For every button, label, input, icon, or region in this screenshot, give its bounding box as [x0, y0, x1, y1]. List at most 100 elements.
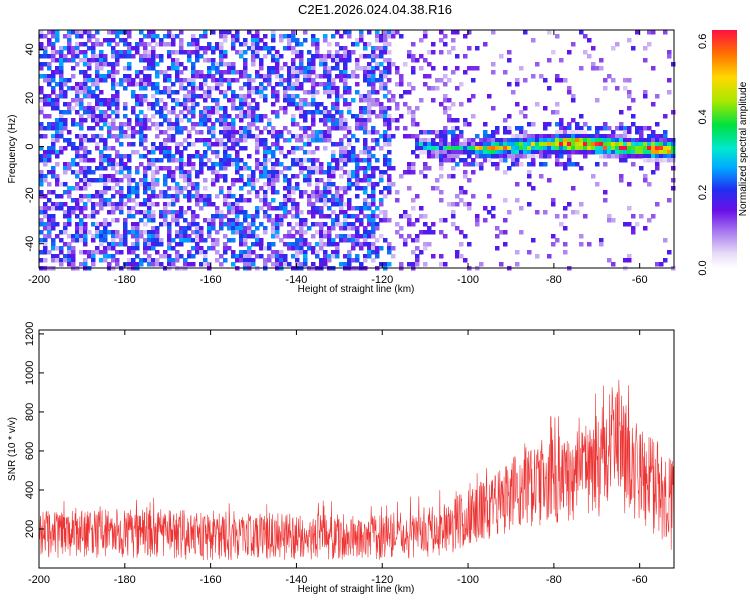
spectrogram-cell	[351, 114, 356, 119]
spectrogram-cell	[151, 34, 156, 39]
spectrogram-cell	[583, 130, 588, 135]
spectrogram-cell	[47, 54, 52, 59]
spectrogram-cell	[79, 206, 84, 211]
spectrogram-cell	[47, 78, 52, 83]
spectrogram-cell	[211, 238, 216, 243]
spectrogram-cell	[247, 246, 252, 251]
spectrogram-cell	[87, 66, 92, 71]
spectrogram-cell	[471, 170, 476, 175]
spectrogram-cell	[167, 78, 172, 83]
spectrogram-cell	[127, 50, 132, 55]
spectrogram-cell	[511, 154, 516, 159]
spectrogram-cell	[391, 166, 396, 171]
spectrogram-cell	[263, 42, 268, 47]
spectrogram-cell	[423, 146, 428, 151]
spectrogram-cell	[39, 86, 44, 91]
spectrogram-cell	[499, 158, 504, 163]
spectrogram-cell	[491, 62, 496, 67]
spectrogram-cell	[443, 34, 448, 39]
spectrogram-cell	[199, 194, 204, 199]
spectrogram-cell	[447, 114, 452, 119]
spectrogram-cell	[471, 142, 476, 147]
spectrogram-cell	[135, 94, 140, 99]
spectrogram-cell	[139, 182, 144, 187]
spectrogram-cell	[103, 98, 108, 103]
spectrogram-cell	[379, 106, 384, 111]
spectrogram-cell	[339, 206, 344, 211]
spectrogram-cell	[123, 234, 128, 239]
spectrogram-cell	[323, 170, 328, 175]
spectrogram-cell	[267, 186, 272, 191]
spectrogram-cell	[667, 198, 672, 203]
spectrogram-cell	[359, 262, 364, 267]
spectrogram-cell	[59, 66, 64, 71]
spectrogram-cell	[119, 162, 124, 167]
spectrogram-cell	[615, 86, 620, 91]
spectrogram-cell	[287, 178, 292, 183]
spectrogram-cell	[255, 254, 260, 259]
spectrogram-cell	[207, 90, 212, 95]
spectrogram-cell	[347, 198, 352, 203]
spectrogram-cell	[191, 214, 196, 219]
spectrogram-cell	[139, 98, 144, 103]
spectrogram-cell	[315, 74, 320, 79]
spectrogram-cell	[99, 102, 104, 107]
spectrogram-cell	[227, 226, 232, 231]
spectrogram-cell	[151, 174, 156, 179]
spectrogram-cell	[271, 126, 276, 131]
spectrogram-cell	[255, 138, 260, 143]
spectrogram-cell	[191, 162, 196, 167]
spectrogram-cell	[639, 142, 644, 147]
spectrogram-cell	[223, 214, 228, 219]
spectrogram-cell	[227, 210, 232, 215]
snr-y-tick-label: 600	[24, 442, 36, 460]
spectrogram-x-tick-label: -80	[546, 274, 562, 286]
spectrogram-cell	[135, 166, 140, 171]
spectrogram-cell	[383, 238, 388, 243]
spectrogram-cell	[655, 150, 660, 155]
spectrogram-cell	[195, 194, 200, 199]
spectrogram-cell	[363, 118, 368, 123]
spectrogram-cell	[67, 206, 72, 211]
spectrogram-cell	[363, 78, 368, 83]
spectrogram-cell	[215, 106, 220, 111]
spectrogram-cell	[43, 226, 48, 231]
spectrogram-cell	[411, 118, 416, 123]
spectrogram-cell	[343, 58, 348, 63]
spectrogram-cell	[403, 102, 408, 107]
spectrogram-cell	[191, 42, 196, 47]
spectrogram-cell	[143, 82, 148, 87]
spectrogram-cell	[311, 42, 316, 47]
spectrogram-cell	[111, 70, 116, 75]
spectrogram-cell	[107, 130, 112, 135]
spectrogram-cell	[247, 166, 252, 171]
spectrogram-cell	[111, 94, 116, 99]
spectrogram-cell	[87, 102, 92, 107]
spectrogram-cell	[51, 166, 56, 171]
spectrogram-cell	[47, 98, 52, 103]
spectrogram-cell	[263, 154, 268, 159]
spectrogram-cell	[495, 150, 500, 155]
spectrogram-cell	[447, 142, 452, 147]
spectrogram-cell	[287, 130, 292, 135]
spectrogram-cell	[135, 202, 140, 207]
spectrogram-cell	[79, 210, 84, 215]
spectrogram-cell	[295, 82, 300, 87]
spectrogram-cell	[271, 242, 276, 247]
spectrogram-cell	[671, 138, 676, 143]
spectrogram-cell	[135, 246, 140, 251]
spectrogram-cell	[159, 210, 164, 215]
spectrogram-cell	[171, 138, 176, 143]
spectrogram-cell	[71, 146, 76, 151]
spectrogram-cell	[439, 218, 444, 223]
spectrogram-cell	[175, 150, 180, 155]
spectrogram-cell	[115, 30, 120, 35]
spectrogram-cell	[111, 134, 116, 139]
spectrogram-cell	[303, 30, 308, 35]
spectrogram-cell	[211, 62, 216, 67]
spectrogram-cell	[55, 94, 60, 99]
spectrogram-cell	[135, 98, 140, 103]
spectrogram-cell	[43, 194, 48, 199]
spectrogram-cell	[291, 134, 296, 139]
spectrogram-cell	[311, 62, 316, 67]
